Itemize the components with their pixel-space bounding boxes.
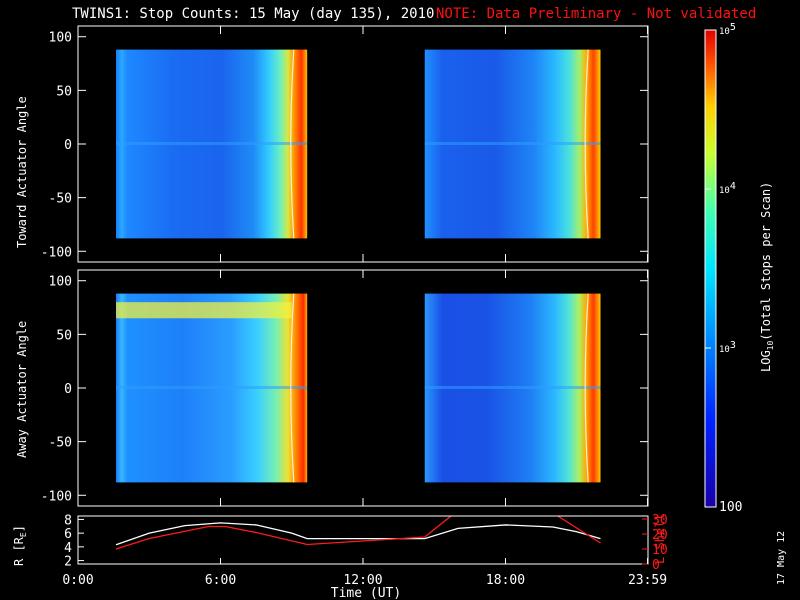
boundary-trace [584, 293, 589, 483]
zero-angle-stripe [116, 142, 308, 145]
l-shell-ylabel: L Shell [653, 513, 667, 564]
x-tick-label: 23:59 [628, 573, 667, 588]
toward-angle-ylabel: Toward Actuator Angle [15, 96, 29, 248]
colorbar-tick-label: 103 [719, 340, 736, 355]
y-tick-label: 100 [49, 31, 72, 46]
panel-frame [77, 515, 649, 565]
toward-angle-panel: -100 -50 0 50 100 [41, 25, 649, 263]
boundary-trace [290, 293, 295, 483]
y-tick-label: 8 [64, 513, 72, 528]
colorbar-label: LOG10(Total Stops per Scan) [759, 182, 775, 372]
boundary-trace [290, 49, 295, 239]
orbit-r-ylabel: R [RE] [12, 525, 28, 566]
zero-angle-stripe [424, 386, 601, 389]
y-tick-label: 6 [64, 527, 72, 542]
l-shell-tick-label: 10 [652, 543, 668, 558]
x-tick-label: 6:00 [205, 573, 236, 588]
colorbar-gradient [704, 29, 717, 508]
title-bar: TWINS1: Stop Counts: 15 May (day 135), 2… [0, 4, 800, 26]
zero-angle-stripe [424, 142, 601, 145]
colorbar: 105 104 103 100 LOG10(Total Stops per Scan) [704, 22, 775, 515]
colorbar-tick-label: 104 [719, 181, 736, 196]
y-tick-label: -100 [41, 245, 72, 260]
hot-band [116, 302, 292, 319]
zero-angle-stripe [116, 386, 308, 389]
l-shell-tick-label: 30 [652, 513, 668, 528]
time-xlabel: Time (UT) [331, 586, 401, 600]
y-tick-label: -100 [41, 489, 72, 504]
y-tick-label: 0 [64, 138, 72, 153]
x-tick-label: 0:00 [62, 573, 93, 588]
y-tick-label: 4 [64, 541, 72, 556]
away-angle-panel: -100 -50 0 50 100 [41, 269, 649, 507]
boundary-trace [584, 49, 589, 239]
l-shell-tick-label: 0 [652, 558, 660, 573]
r-series-line [115, 522, 601, 546]
chart-title: TWINS1: Stop Counts: 15 May (day 135), 2… [72, 6, 435, 22]
y-tick-label: 50 [56, 328, 72, 343]
x-tick-label: 18:00 [486, 573, 525, 588]
y-tick-label: -50 [49, 436, 72, 451]
l-shell-tick-label: 20 [652, 528, 668, 543]
y-tick-label: 0 [64, 382, 72, 397]
away-angle-ylabel: Away Actuator Angle [15, 321, 29, 458]
y-tick-label: -50 [49, 192, 72, 207]
colorbar-ticks: 105 104 103 100 [705, 22, 742, 515]
colorbar-tick-label: 100 [719, 500, 742, 515]
y-tick-label: 2 [64, 555, 72, 570]
y-tick-label: 50 [56, 84, 72, 99]
l-shell-series-line [115, 516, 601, 550]
date-stamp: 17 May 12 [776, 530, 787, 585]
colorbar-tick-label: 105 [719, 22, 736, 37]
x-tick-label: 12:00 [343, 573, 382, 588]
y-tick-label: 100 [49, 275, 72, 290]
preliminary-note: NOTE: Data Preliminary - Not validated [436, 6, 757, 22]
